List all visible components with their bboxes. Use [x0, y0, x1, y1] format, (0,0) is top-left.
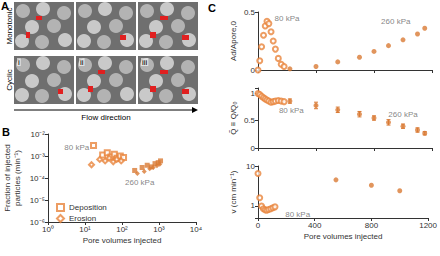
svg-text:0: 0 — [251, 144, 256, 153]
svg-text:0.5: 0.5 — [244, 116, 256, 125]
svg-text:260 kPa: 260 kPa — [381, 17, 411, 26]
svg-text:10⁰: 10⁰ — [42, 225, 54, 234]
svg-text:1200: 1200 — [419, 221, 437, 230]
svg-text:0: 0 — [250, 65, 255, 75]
svg-text:10: 10 — [246, 162, 255, 171]
svg-text:80 kPa: 80 kPa — [285, 210, 310, 219]
svg-text:i: i — [18, 58, 20, 67]
svg-text:10²: 10² — [116, 225, 128, 234]
svg-text:1: 1 — [250, 89, 255, 98]
svg-text:260 kPa: 260 kPa — [125, 178, 155, 187]
svg-text:10⁻³: 10⁻³ — [30, 152, 45, 161]
svg-text:Deposition: Deposition — [69, 203, 107, 212]
svg-text:ii: ii — [80, 58, 84, 67]
svg-text:1: 1 — [251, 201, 256, 210]
svg-text:260 kPa: 260 kPa — [388, 110, 418, 119]
svg-text:B: B — [2, 126, 10, 138]
svg-text:10¹: 10¹ — [79, 225, 91, 234]
svg-text:10⁻⁶: 10⁻⁶ — [29, 217, 45, 227]
svg-text:Pore volumes injected: Pore volumes injected — [304, 232, 383, 241]
svg-text:10⁴: 10⁴ — [190, 225, 203, 234]
svg-text:iii: iii — [142, 58, 148, 67]
svg-text:80 kPa: 80 kPa — [275, 14, 300, 23]
svg-text:Pore volumes injected: Pore volumes injected — [83, 236, 162, 245]
svg-text:C: C — [208, 2, 216, 14]
svg-text:particles (min⁻¹): particles (min⁻¹) — [13, 150, 22, 206]
svg-text:10⁻²: 10⁻² — [30, 130, 45, 139]
svg-text:Fraction of injected: Fraction of injected — [3, 144, 12, 212]
svg-text:A: A — [1, 0, 9, 12]
svg-text:80 kPa: 80 kPa — [279, 106, 304, 115]
svg-text:800: 800 — [365, 221, 379, 230]
svg-text:v (cm min⁻¹): v (cm min⁻¹) — [229, 170, 238, 213]
svg-text:0.5: 0.5 — [244, 8, 256, 17]
svg-text:10³: 10³ — [153, 225, 165, 234]
svg-text:0: 0 — [256, 221, 261, 230]
svg-text:Cyclic: Cyclic — [5, 69, 14, 90]
svg-text:Ad/Apore,0: Ad/Apore,0 — [229, 20, 238, 61]
svg-text:80 kPa: 80 kPa — [64, 143, 89, 152]
svg-text:Erosion: Erosion — [69, 214, 96, 223]
svg-text:Flow direction: Flow direction — [81, 113, 130, 122]
svg-text:400: 400 — [308, 221, 322, 230]
svg-text:Monotonic: Monotonic — [5, 8, 14, 45]
svg-text:Q̃ ≡ Q/Q₀: Q̃ ≡ Q/Q₀ — [229, 101, 238, 134]
svg-text:10⁻⁴: 10⁻⁴ — [30, 174, 46, 183]
svg-text:10⁻⁵: 10⁻⁵ — [30, 196, 45, 205]
